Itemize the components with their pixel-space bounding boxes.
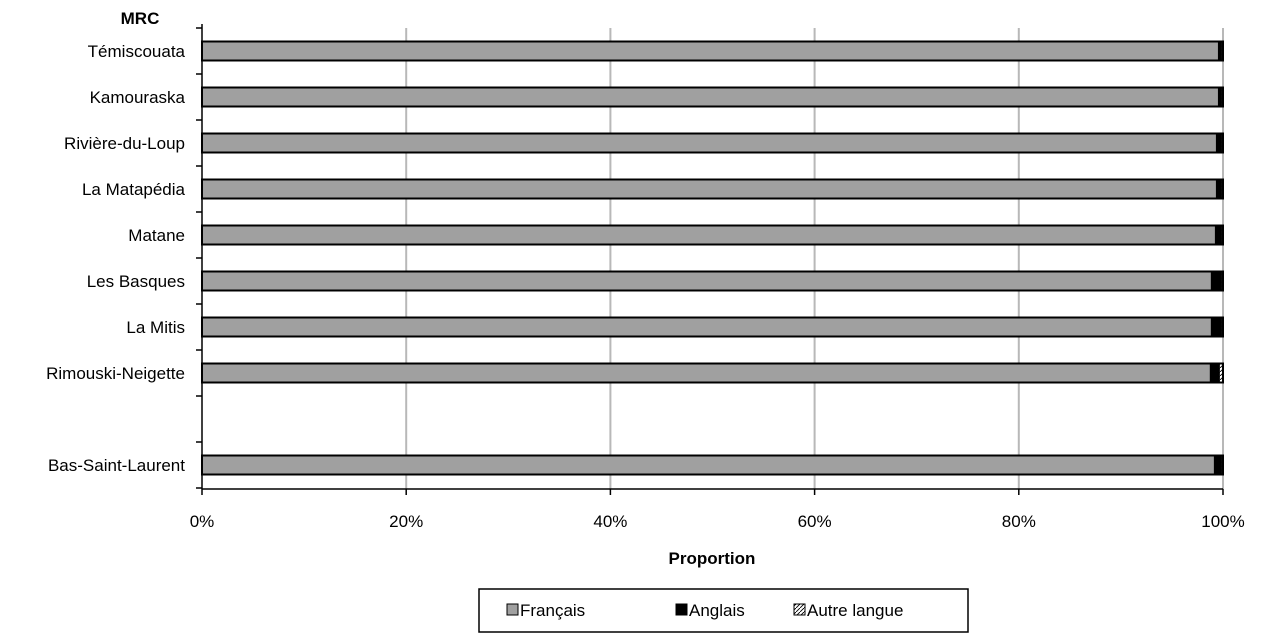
x-tick-labels: 0% 20% 40% 60% 80% 100% xyxy=(190,512,1245,531)
x-tick-label: 0% xyxy=(190,512,215,531)
bar-segment xyxy=(1210,271,1222,291)
bar-segment xyxy=(202,133,1216,153)
legend-swatch xyxy=(506,603,519,616)
category-labels: Témiscouata Kamouraska Rivière-du-Loup La M… xyxy=(46,42,185,475)
bar-segment xyxy=(1215,133,1222,153)
category-label: Kamouraska xyxy=(90,88,186,107)
x-axis-title: Proportion xyxy=(669,549,756,568)
bar-segment xyxy=(1217,41,1222,61)
category-label: Les Basques xyxy=(87,272,185,291)
bar-segment xyxy=(202,455,1214,475)
bar-segment xyxy=(202,41,1218,61)
bar-segment xyxy=(1209,363,1220,383)
legend-label: Français xyxy=(520,601,585,620)
bar-segment xyxy=(1213,455,1222,475)
bar-segment xyxy=(1217,87,1222,107)
bar-segment xyxy=(1215,179,1222,199)
category-label: Rimouski-Neigette xyxy=(46,364,185,383)
x-tick-label: 20% xyxy=(389,512,423,531)
category-label: Bas-Saint-Laurent xyxy=(48,456,185,475)
y-axis-title: MRC xyxy=(121,9,160,28)
bar-segment xyxy=(1210,317,1222,337)
bar-segment xyxy=(1219,363,1223,383)
bars xyxy=(201,40,1224,476)
category-label: Rivière-du-Loup xyxy=(64,134,185,153)
legend-label: Autre langue xyxy=(807,601,903,620)
bar-segment xyxy=(202,317,1211,337)
bar-segment xyxy=(202,179,1216,199)
category-label: Témiscouata xyxy=(88,42,186,61)
legend-swatch xyxy=(675,603,688,616)
axes xyxy=(196,24,1224,495)
bar-segment xyxy=(202,87,1218,107)
bar-segment xyxy=(202,363,1210,383)
category-label: Matane xyxy=(128,226,185,245)
legend-label: Anglais xyxy=(689,601,745,620)
legend-box xyxy=(478,588,969,633)
x-tick-label: 60% xyxy=(798,512,832,531)
bar-segment xyxy=(1214,225,1222,245)
category-label: La Matapédia xyxy=(82,180,186,199)
bar-segment xyxy=(202,271,1211,291)
x-tick-label: 100% xyxy=(1201,512,1244,531)
x-tick-label: 40% xyxy=(593,512,627,531)
category-label: La Mitis xyxy=(126,318,185,337)
legend: Français Anglais Autre langue xyxy=(478,588,969,633)
x-tick-label: 80% xyxy=(1002,512,1036,531)
bar-segment xyxy=(202,225,1215,245)
legend-swatch xyxy=(793,603,806,616)
